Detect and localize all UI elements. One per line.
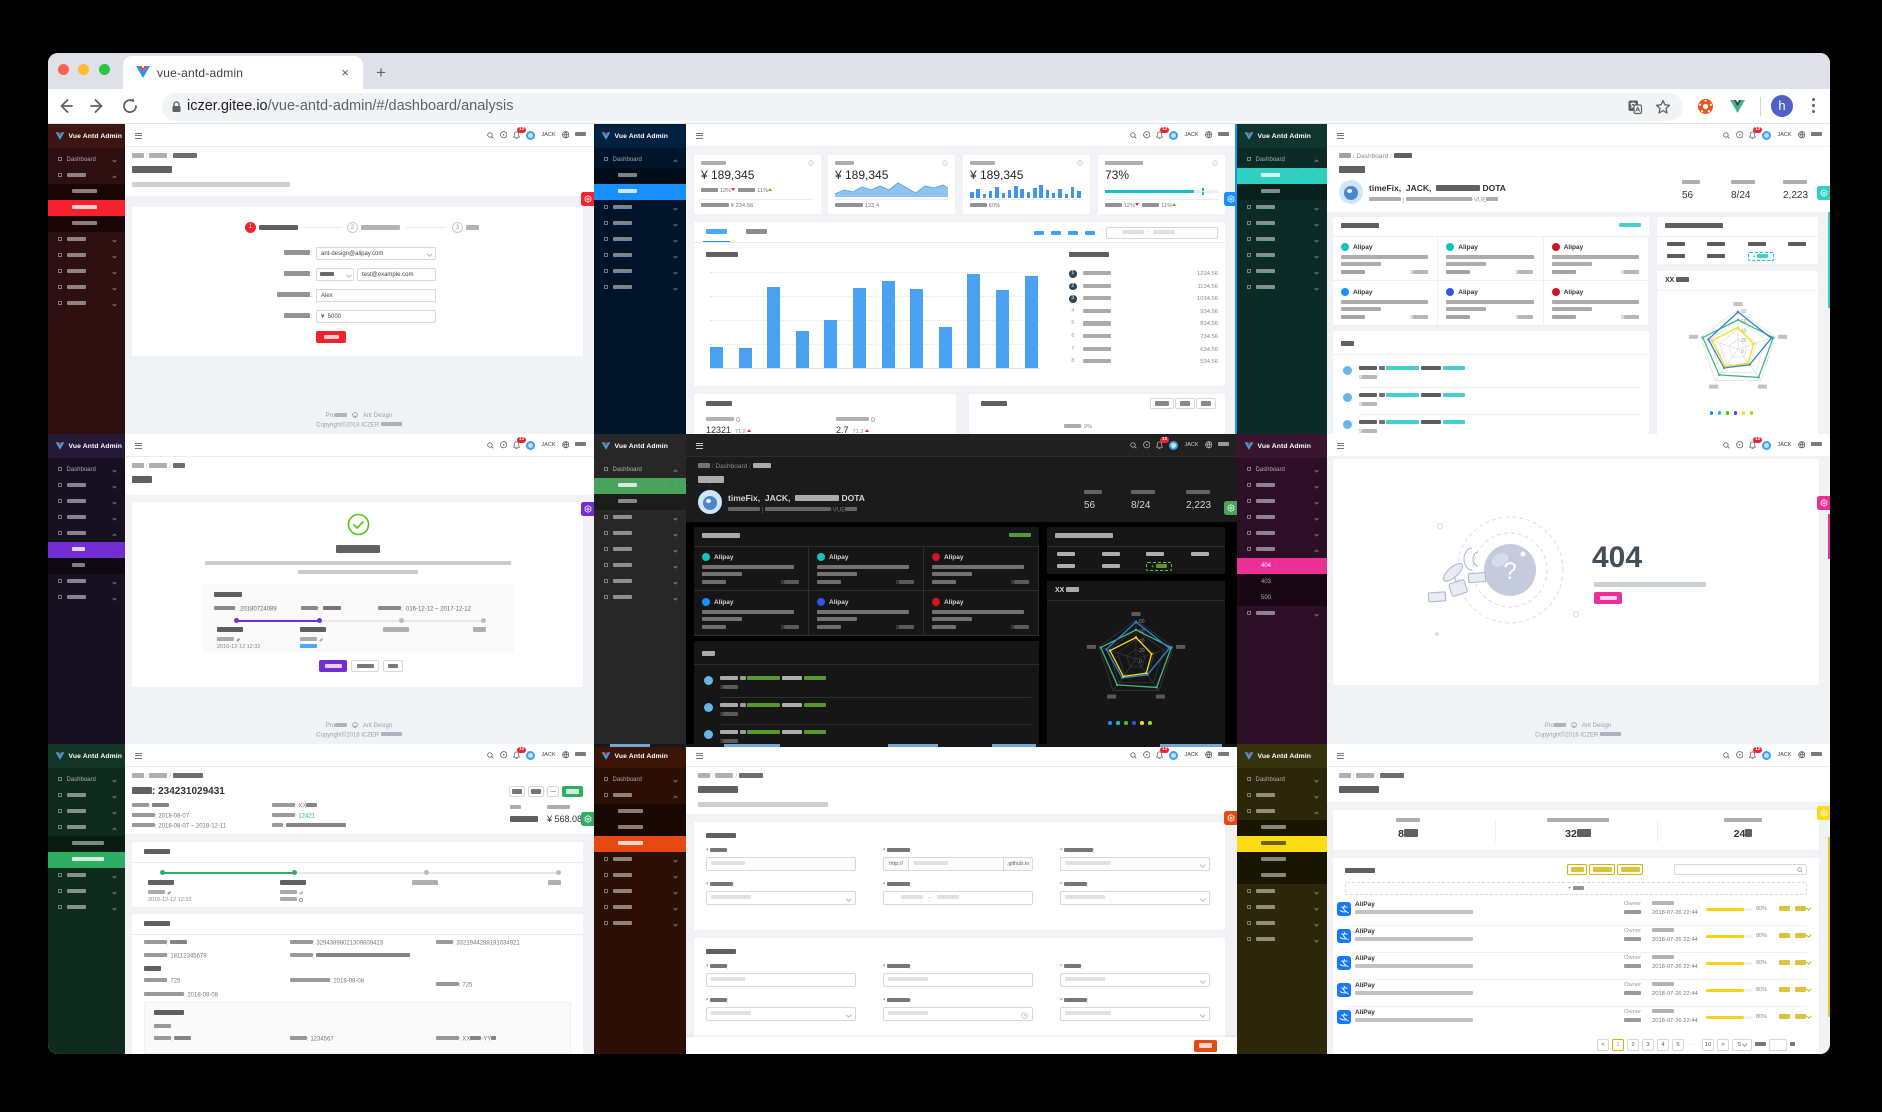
- svg-text:0: 0: [1741, 349, 1744, 355]
- svg-text:0: 0: [1139, 659, 1142, 665]
- svg-text:20: 20: [1139, 648, 1145, 654]
- svg-text:80: 80: [1741, 309, 1747, 315]
- svg-text:40: 40: [1741, 329, 1747, 335]
- svg-text:80: 80: [1139, 619, 1145, 625]
- svg-text:60: 60: [1741, 319, 1747, 325]
- svg-text:?: ?: [1503, 558, 1516, 585]
- svg-text:60: 60: [1139, 629, 1145, 635]
- svg-text:20: 20: [1741, 338, 1747, 344]
- svg-text:40: 40: [1139, 639, 1145, 645]
